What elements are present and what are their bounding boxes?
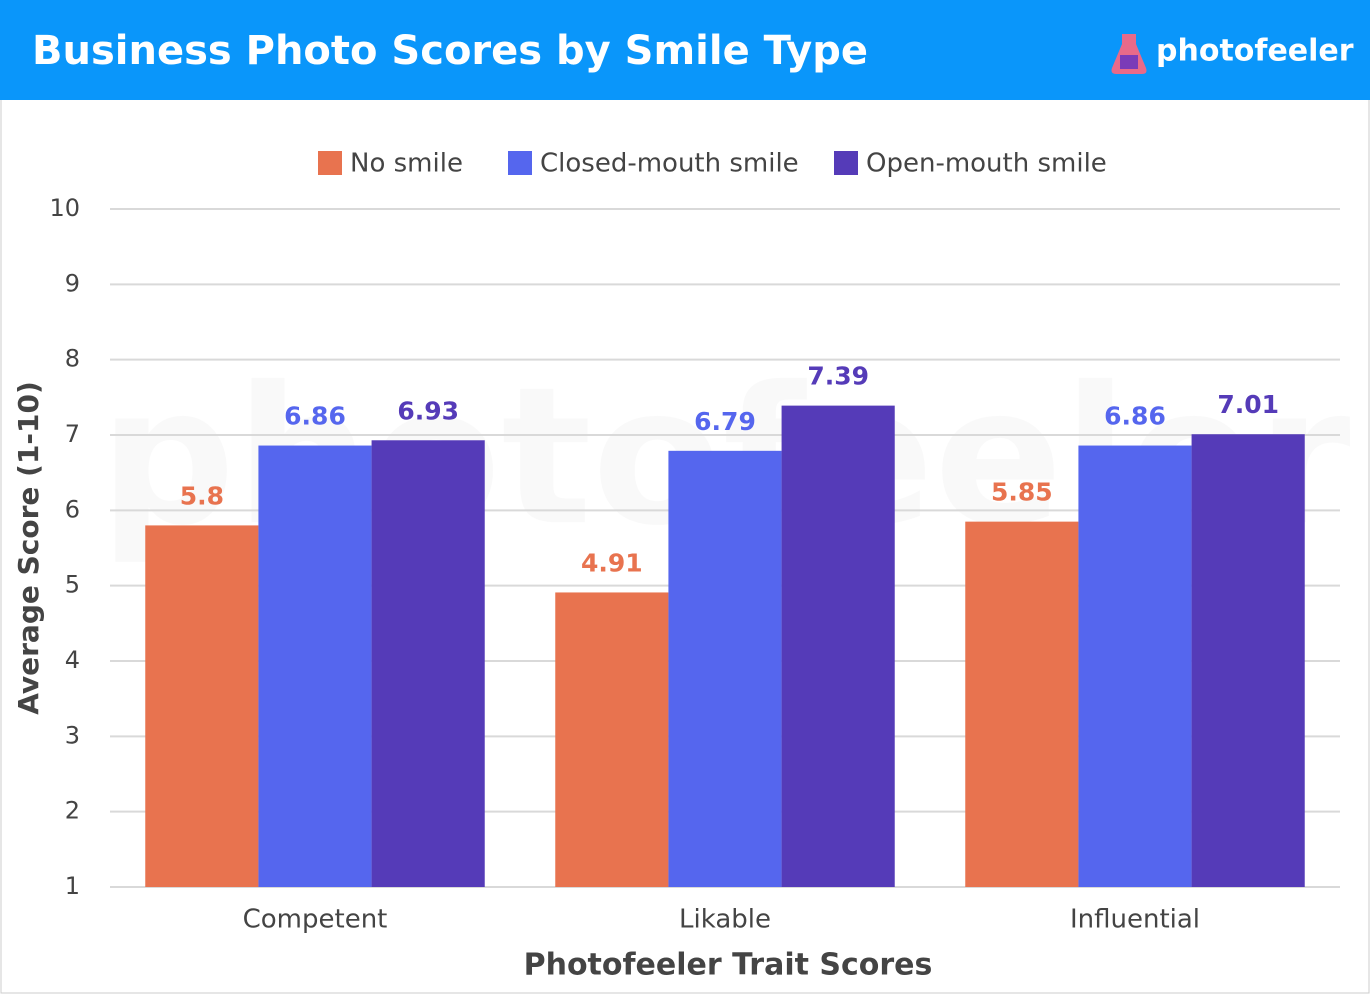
y-tick-label: 4 [65,646,80,674]
header-band [0,0,1370,100]
legend-swatch [508,151,532,175]
y-tick-label: 3 [65,721,80,749]
x-tick-label: Competent [243,905,388,935]
value-label: 7.39 [807,362,869,391]
y-axis-title: Average Score (1-10) [12,381,45,715]
bar [1191,434,1305,887]
bar [1078,445,1192,887]
y-tick-label: 1 [65,872,80,900]
value-label: 6.86 [284,402,346,431]
chart-title: Business Photo Scores by Smile Type [32,28,868,74]
value-label: 4.91 [581,548,643,577]
bar [781,405,895,887]
legend-label: Closed-mouth smile [540,149,799,179]
value-label: 7.01 [1217,390,1279,419]
value-label: 5.85 [991,478,1053,507]
legend-swatch [318,151,342,175]
value-label: 6.79 [694,407,756,436]
y-tick-label: 2 [65,797,80,825]
y-tick-label: 5 [65,571,80,599]
legend-label: Open-mouth smile [866,149,1107,179]
bar [371,440,485,887]
y-tick-label: 9 [65,269,80,297]
brand: photofeeler [1156,34,1354,69]
x-tick-label: Likable [679,905,771,935]
y-tick-label: 8 [65,345,80,373]
bar [555,592,669,887]
bar [145,525,259,887]
bar [965,521,1079,887]
bar [668,450,782,887]
value-label: 6.93 [397,396,459,425]
y-tick-label: 6 [65,495,80,523]
legend-swatch [834,151,858,175]
x-tick-label: Influential [1070,905,1200,935]
legend-label: No smile [350,149,463,179]
logo-icon [1111,34,1147,74]
y-tick-label: 7 [65,420,80,448]
bar [258,445,372,887]
y-tick-label: 10 [49,194,80,222]
value-label: 6.86 [1104,402,1166,431]
value-label: 5.8 [180,481,224,510]
x-axis-title: Photofeeler Trait Scores [524,948,933,983]
